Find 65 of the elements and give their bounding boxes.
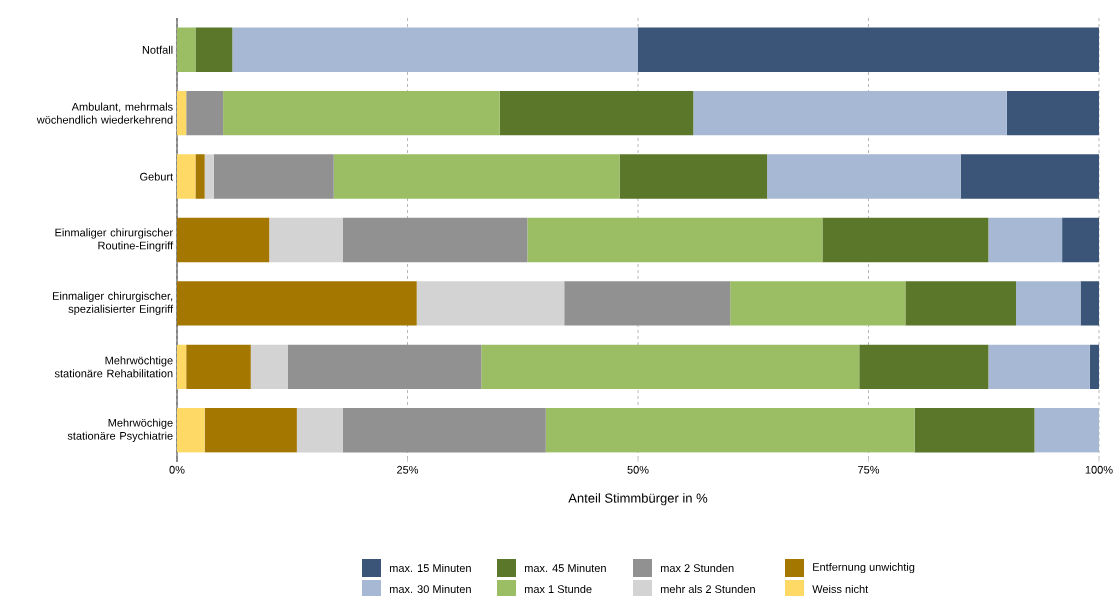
x-tick-label: 0% [169,465,185,474]
bar [545,408,915,453]
bar [195,154,205,199]
legend-label: Entfernung unwichtig [813,562,915,574]
bar [296,408,343,453]
bar [204,154,214,199]
bar [213,154,334,199]
bar [186,90,224,136]
bar [287,344,482,390]
legend-label: max. 30 Minuten [389,584,471,594]
bar [767,154,961,199]
legend-label: max. 15 Minuten [389,563,471,573]
bar [186,344,251,390]
bar [905,281,1017,326]
bar [250,344,288,390]
bar [564,281,731,326]
bar [223,90,500,136]
bar [177,217,270,263]
bar [177,27,196,72]
bar [177,281,417,326]
y-tick-label: Geburt [140,172,174,181]
bar [195,27,233,72]
bar [960,154,1099,199]
bar [619,154,768,199]
y-tick-label: Notfall [142,45,173,54]
bar [859,344,989,390]
bar [342,408,546,453]
bar [499,90,694,136]
bar [333,154,620,199]
x-tick-label: 25% [397,465,419,474]
x-tick-label: 75% [858,465,880,474]
bar [693,90,1007,136]
bar [1006,90,1099,136]
bar [988,344,1090,390]
bar [342,217,528,263]
bar [638,27,1099,72]
bar [232,27,638,72]
y-tick-label: Einmaliger chirurgischer, spezialisierter Eingriff [53,291,174,316]
legend-label: max. 45 Minuten [524,563,606,573]
bar [730,281,906,326]
y-tick-label: Mehrwöchige stationäre Psychiatrie [67,418,173,442]
legend-label: Weiss nicht [812,584,869,594]
bar [269,217,343,263]
bar [1062,217,1099,263]
bar [527,217,823,263]
bar [1034,408,1099,453]
bar [204,408,297,453]
x-tick-label: 50% [627,465,649,474]
bar [481,344,860,390]
bar [416,281,565,326]
bar [1016,281,1081,326]
legend-label: max 1 Stunde [524,584,592,594]
y-tick-label: Ambulant, mehrmals wöchendlich wiederkehrend [36,102,173,124]
bar [177,154,196,199]
y-tick-label: Einmaliger chirurgischer Routine-Eingriff [55,228,174,252]
bar [177,408,205,453]
bar [822,217,989,263]
bar [1080,281,1099,326]
bar [988,217,1063,263]
x-axis-title: Anteil Stimmbürger in % [568,493,708,506]
bar [914,408,1035,453]
legend-label: max 2 Stunden [660,563,734,573]
legend-label: mehr als 2 Stunden [660,584,755,594]
y-tick-label: Mehrwöchtige stationäre Rehabilitation [54,356,173,378]
x-tick-label: 100% [1085,465,1113,474]
